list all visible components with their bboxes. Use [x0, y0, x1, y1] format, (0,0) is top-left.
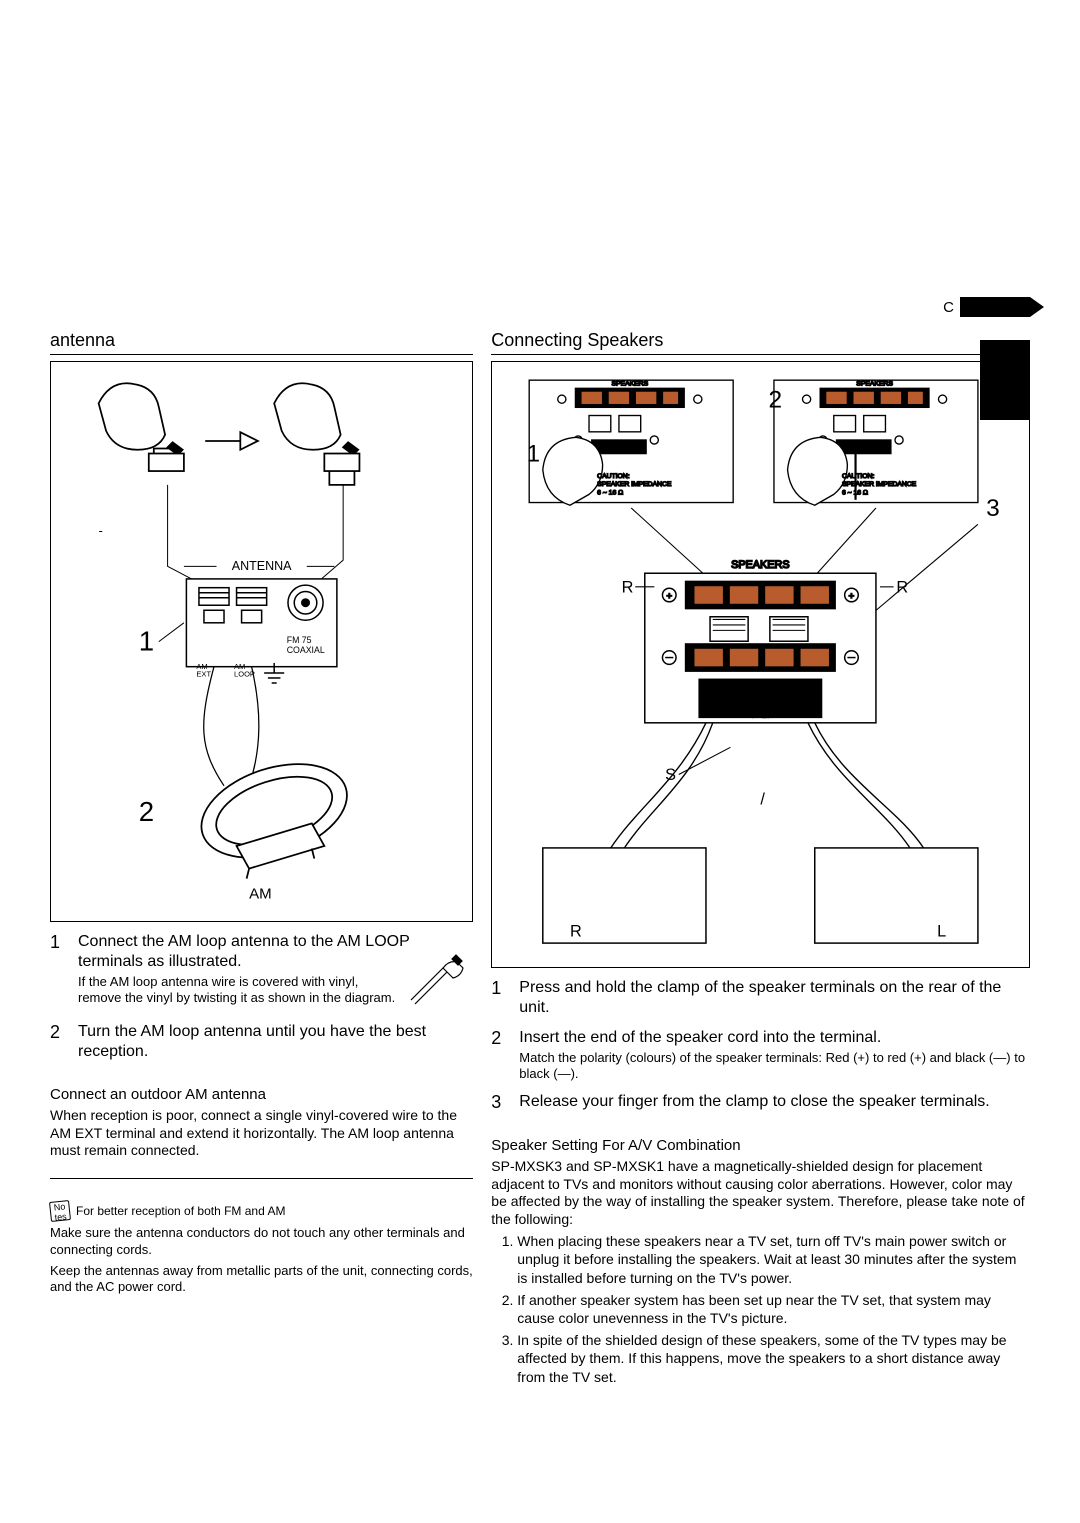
outdoor-body: When reception is poor, connect a single…: [50, 1107, 473, 1160]
av-list: When placing these speakers near a TV se…: [491, 1232, 1030, 1390]
outdoor-heading: Connect an outdoor AM antenna: [50, 1086, 473, 1103]
step-body: Connect the AM loop antenna to the AM LO…: [78, 932, 473, 1012]
step-number: 2: [50, 1022, 68, 1062]
svg-text:SPEAKERS: SPEAKERS: [731, 559, 790, 571]
svg-text:SPEAKER IMPEDANCE: SPEAKER IMPEDANCE: [724, 704, 799, 711]
notes-heading: For better reception of both FM and AM: [76, 1204, 285, 1218]
manual-page: C antenna: [0, 0, 1080, 1523]
coax-label: COAXIAL: [287, 645, 325, 655]
content-columns: antenna: [50, 330, 1030, 1390]
step-text: Press and hold the clamp of the speaker …: [519, 978, 1030, 1018]
step-text: Connect the AM loop antenna to the AM LO…: [78, 933, 409, 970]
notes-heading-row: Notes For better reception of both FM an…: [50, 1201, 473, 1221]
r-label-panel: R: [622, 578, 634, 596]
notes-bullet-2: Keep the antennas away from metallic par…: [50, 1263, 473, 1297]
svg-text:+: +: [849, 591, 855, 602]
svg-text:SPEAKER IMPEDANCE: SPEAKER IMPEDANCE: [597, 481, 672, 488]
svg-text:6 ~ 16: 6 ~ 16: [751, 712, 770, 719]
step-text: Release your finger from the clamp to cl…: [519, 1092, 1030, 1113]
svg-text:SPEAKER IMPEDANCE: SPEAKER IMPEDANCE: [842, 481, 917, 488]
continued-c: C: [943, 299, 954, 316]
step-text: Insert the end of the speaker cord into …: [519, 1029, 881, 1046]
av-item-3: In spite of the shielded design of these…: [517, 1331, 1030, 1386]
svg-text:CAUTION:: CAUTION:: [842, 473, 875, 480]
svg-text:SPEAKERS: SPEAKERS: [857, 381, 894, 388]
step-number: 1: [50, 932, 68, 1012]
fm75-label: FM 75: [287, 635, 312, 645]
left-column: antenna: [50, 330, 473, 1390]
svg-text:LOOP: LOOP: [234, 670, 255, 679]
antenna-step-1: 1 Connect the AM loop antenna to the AM …: [50, 932, 473, 1012]
left-spk-label: L: [937, 922, 946, 940]
svg-text:CAUTION:: CAUTION:: [744, 696, 777, 703]
continued-arrow-icon: [960, 297, 1030, 317]
divider: [491, 354, 1030, 355]
vinyl-twist-icon: [403, 952, 473, 1012]
antenna-label: ANTENNA: [232, 559, 292, 573]
divider: [50, 354, 473, 355]
av-heading: Speaker Setting For A/V Combination: [491, 1137, 1030, 1154]
av-item-2: If another speaker system has been set u…: [517, 1291, 1030, 1327]
slash-label: /: [761, 790, 766, 808]
spk-num-1: 1: [527, 441, 541, 468]
s-label: S: [665, 766, 676, 784]
spk-num-2: 2: [769, 386, 783, 413]
continued-indicator: C: [943, 295, 1030, 319]
section-tab: [980, 340, 1030, 420]
right-column: Connecting Speakers: [491, 330, 1030, 1390]
right-spk-label: R: [570, 922, 582, 940]
svg-text:CAUTION:: CAUTION:: [597, 473, 630, 480]
notes-bullet-1: Make sure the antenna conductors do not …: [50, 1225, 473, 1259]
am-base-label: AM: [249, 886, 272, 903]
speaker-step-1: 1 Press and hold the clamp of the speake…: [491, 978, 1030, 1018]
spk-num-3: 3: [986, 495, 1000, 522]
svg-text:SPEAKERS: SPEAKERS: [612, 381, 649, 388]
am-antenna-svg: - ANTENNA: [61, 372, 462, 911]
diagram-num-1: 1: [139, 625, 154, 656]
am-antenna-diagram: - ANTENNA: [50, 361, 473, 922]
speaker-step-2: 2 Insert the end of the speaker cord int…: [491, 1028, 1030, 1083]
svg-text:+: +: [667, 591, 673, 602]
divider: [50, 1178, 473, 1179]
r-label-panel-right: R: [897, 578, 909, 596]
step-number: 3: [491, 1092, 509, 1113]
notes-icon: Notes: [49, 1200, 71, 1222]
antenna-step-2: 2 Turn the AM loop antenna until you hav…: [50, 1022, 473, 1062]
svg-text:RIGHT: RIGHT: [711, 683, 736, 692]
step-body: Insert the end of the speaker cord into …: [519, 1028, 1030, 1083]
speaker-svg: SPEAKERS: [502, 372, 1019, 957]
step-number: 1: [491, 978, 509, 1018]
diagram-num-2: 2: [139, 796, 154, 827]
step-number: 2: [491, 1028, 509, 1083]
dash-label: -: [99, 524, 103, 538]
step-text: Turn the AM loop antenna until you have …: [78, 1022, 473, 1062]
speaker-diagram: SPEAKERS: [491, 361, 1030, 968]
av-item-1: When placing these speakers near a TV se…: [517, 1232, 1030, 1287]
speakers-heading: Connecting Speakers: [491, 330, 1030, 351]
antenna-heading: antenna: [50, 330, 473, 351]
svg-text:6 ~ 16 Ω: 6 ~ 16 Ω: [597, 489, 623, 496]
step-note: Match the polarity (colours) of the spea…: [519, 1050, 1030, 1083]
svg-text:EXT: EXT: [196, 670, 211, 679]
speaker-step-3: 3 Release your finger from the clamp to …: [491, 1092, 1030, 1113]
svg-text:LEFT: LEFT: [787, 683, 807, 692]
av-intro: SP-MXSK3 and SP-MXSK1 have a magneticall…: [491, 1158, 1030, 1228]
